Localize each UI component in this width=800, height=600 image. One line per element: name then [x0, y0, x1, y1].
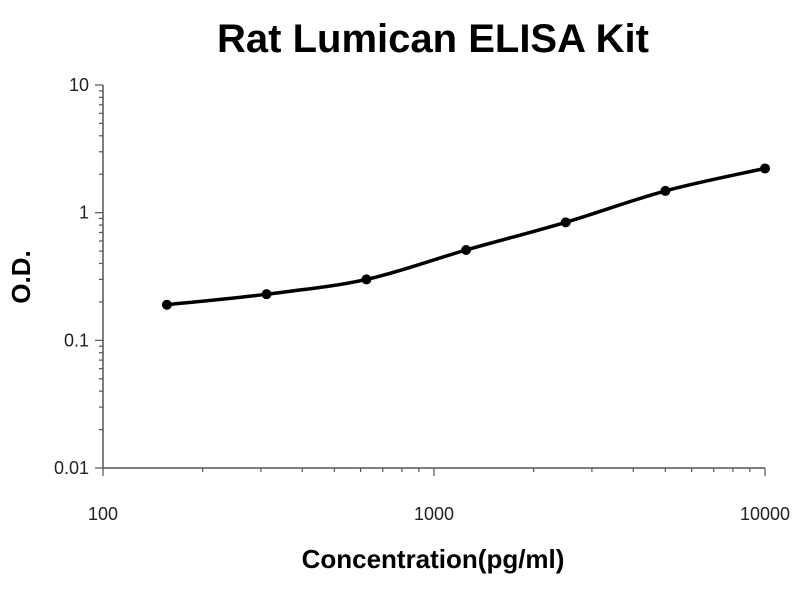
y-tick-label: 10 [69, 75, 89, 95]
y-tick-label: 0.01 [54, 458, 89, 478]
x-axis-title: Concentration(pg/ml) [302, 544, 565, 574]
y-axis-ticks: 0.01 0.1 1 10 [54, 75, 103, 478]
y-axis-title: O.D. [6, 250, 36, 303]
data-point [461, 245, 472, 256]
x-tick-label: 10000 [740, 504, 790, 524]
data-point [361, 274, 372, 285]
plot-axes [102, 85, 765, 469]
data-point [660, 185, 671, 196]
data-point [261, 289, 272, 300]
chart-title: Rat Lumican ELISA Kit [217, 17, 649, 61]
y-tick-label: 1 [79, 203, 89, 223]
data-points-layer [161, 163, 770, 310]
x-tick-label: 100 [88, 504, 118, 524]
x-axis-ticks: 100 1000 10000 [88, 468, 790, 524]
data-point [760, 163, 770, 174]
data-point [161, 299, 172, 310]
fit-curve-layer [165, 166, 767, 307]
y-tick-label: 0.1 [64, 330, 89, 350]
x-tick-label: 1000 [414, 504, 454, 524]
fit-curve [165, 166, 767, 307]
data-point [560, 217, 571, 228]
